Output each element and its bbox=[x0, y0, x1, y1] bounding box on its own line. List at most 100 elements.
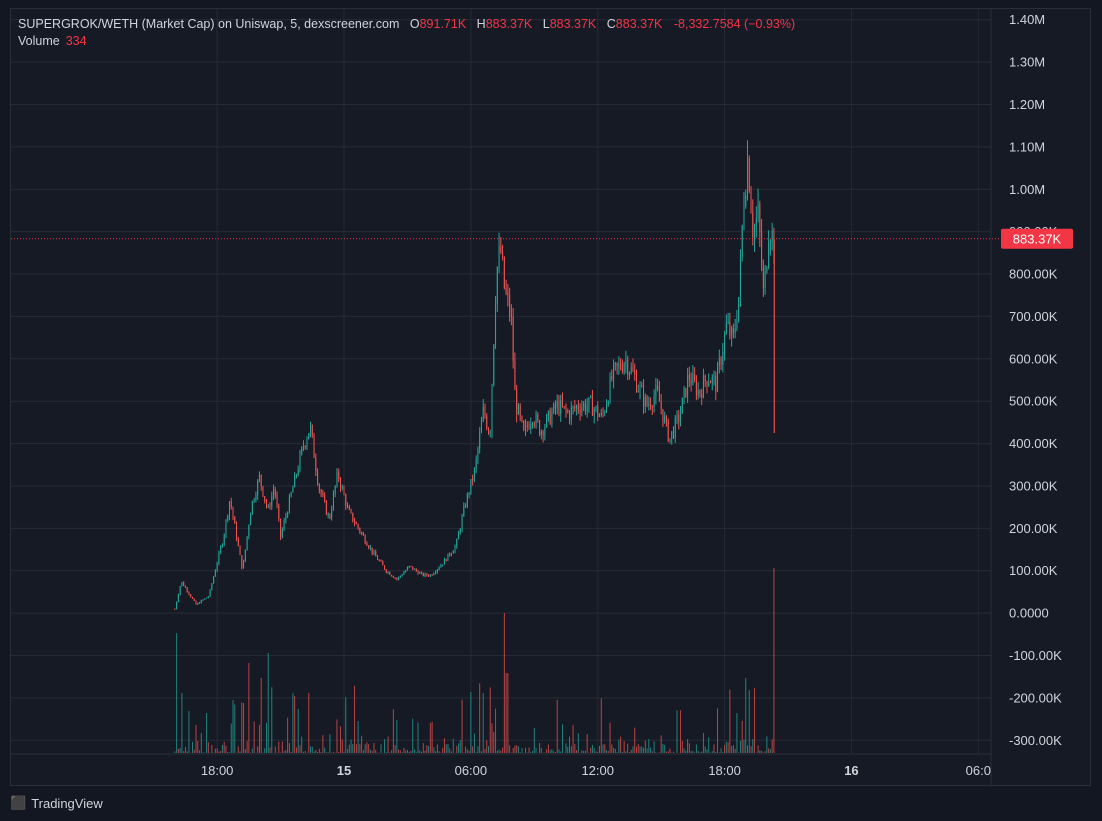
candle-body bbox=[184, 585, 186, 588]
price-chart[interactable]: 1.40M1.30M1.20M1.10M1.00M900.00K800.00K7… bbox=[11, 9, 1092, 787]
candle-body bbox=[512, 316, 514, 362]
volume-bar bbox=[736, 713, 738, 753]
volume-bar bbox=[433, 747, 435, 753]
candle-body bbox=[177, 594, 179, 602]
candle-body bbox=[343, 487, 345, 495]
candle-body bbox=[577, 405, 579, 410]
candle-body bbox=[491, 384, 493, 432]
candle-body bbox=[436, 569, 438, 572]
candle-body bbox=[463, 506, 465, 517]
price-tick-label: 600.00K bbox=[1009, 351, 1058, 366]
candle-body bbox=[285, 516, 287, 521]
volume-bar bbox=[604, 744, 606, 753]
volume-bar bbox=[731, 746, 733, 753]
candle-body bbox=[606, 404, 608, 412]
candle-body bbox=[766, 267, 768, 272]
volume-bar bbox=[267, 653, 269, 753]
legend-high-value: 883.37K bbox=[485, 17, 533, 31]
volume-bar bbox=[530, 752, 532, 753]
volume-bar bbox=[711, 750, 713, 753]
chart-pane[interactable]: 1.40M1.30M1.20M1.10M1.00M900.00K800.00K7… bbox=[10, 8, 1092, 787]
volume-bar bbox=[773, 568, 775, 753]
candle-body bbox=[551, 412, 553, 425]
volume-bar bbox=[176, 633, 178, 753]
time-tick-label: 06:00 bbox=[455, 763, 488, 778]
volume-bar bbox=[318, 748, 320, 753]
candle-body bbox=[253, 500, 255, 502]
volume-bar bbox=[761, 750, 763, 753]
candle-body bbox=[523, 421, 525, 431]
volume-bar bbox=[746, 745, 748, 753]
candle-body bbox=[650, 403, 652, 408]
candle-body bbox=[505, 287, 507, 293]
candle-body bbox=[329, 514, 331, 518]
candle-body bbox=[322, 493, 324, 496]
candle-body bbox=[553, 403, 555, 413]
legend-close-value: 883.37K bbox=[615, 17, 663, 31]
volume-bar bbox=[554, 752, 556, 753]
volume-bar bbox=[288, 743, 290, 753]
candle-body bbox=[292, 487, 294, 493]
volume-bar bbox=[285, 749, 287, 753]
volume-bar bbox=[177, 749, 179, 753]
volume-bar bbox=[413, 749, 415, 753]
candle-body bbox=[655, 385, 657, 397]
candle-body bbox=[597, 406, 599, 417]
candle-body bbox=[389, 572, 391, 576]
volume-bar bbox=[450, 751, 452, 753]
volume-bar bbox=[347, 748, 349, 753]
candle-body bbox=[627, 359, 629, 375]
volume-bar bbox=[569, 736, 571, 753]
volume-bar bbox=[218, 751, 220, 753]
candle-body bbox=[260, 474, 262, 487]
candle-body bbox=[294, 474, 296, 488]
candle-body bbox=[384, 565, 386, 570]
volume-bar bbox=[681, 741, 683, 753]
volume-bar bbox=[278, 741, 280, 753]
candle-body bbox=[699, 390, 701, 395]
candle-body bbox=[664, 416, 666, 423]
price-tick-label: 1.00M bbox=[1009, 182, 1045, 197]
candle-body bbox=[750, 191, 752, 213]
candle-body bbox=[746, 157, 748, 196]
volume-bar bbox=[646, 748, 648, 753]
candle-body bbox=[399, 575, 401, 577]
candle-body bbox=[310, 425, 312, 434]
candle-body bbox=[544, 426, 546, 436]
candle-body bbox=[595, 406, 597, 410]
volume-bar bbox=[355, 744, 357, 753]
legend-volume-row: Volume 334 bbox=[18, 33, 795, 50]
volume-bar bbox=[611, 744, 613, 753]
volume-bar bbox=[197, 741, 199, 753]
candle-body bbox=[433, 573, 435, 576]
candle-body bbox=[604, 411, 606, 414]
volume-bar bbox=[191, 741, 193, 753]
volume-bar bbox=[509, 745, 511, 753]
candle-body bbox=[473, 468, 475, 481]
volume-bar bbox=[269, 747, 271, 753]
candle-body bbox=[690, 380, 692, 385]
candle-body bbox=[561, 400, 563, 407]
volume-bar bbox=[322, 735, 324, 753]
candle-body bbox=[611, 376, 613, 380]
candle-body bbox=[348, 506, 350, 510]
candle-body bbox=[345, 494, 347, 507]
candle-body bbox=[692, 373, 694, 385]
tradingview-branding[interactable]: ⬛ TradingView bbox=[10, 795, 103, 811]
candle-body bbox=[493, 344, 495, 385]
volume-bar bbox=[713, 744, 715, 753]
volume-bar bbox=[487, 746, 489, 753]
candle-body bbox=[743, 206, 745, 226]
volume-bar bbox=[243, 703, 245, 753]
time-tick-label: 12:00 bbox=[581, 763, 614, 778]
candle-body bbox=[237, 539, 239, 546]
current-price-tag bbox=[1001, 228, 1073, 249]
volume-bar bbox=[493, 731, 495, 753]
candle-body bbox=[431, 574, 433, 576]
candle-body bbox=[317, 471, 319, 485]
candle-body bbox=[745, 195, 747, 207]
candle-body bbox=[609, 376, 611, 403]
candle-body bbox=[509, 295, 511, 315]
candle-body bbox=[738, 297, 740, 321]
volume-bar bbox=[317, 752, 319, 753]
